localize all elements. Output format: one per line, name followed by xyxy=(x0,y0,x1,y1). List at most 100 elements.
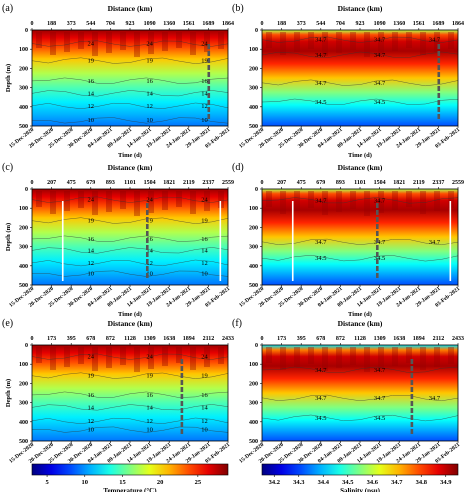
contour-line xyxy=(31,247,229,254)
distance-axis-label: Distance (km) xyxy=(108,163,153,172)
distance-tick-label: 0 xyxy=(31,180,34,186)
contour-label: 34.7 xyxy=(374,239,386,246)
colorbar-tick-label: 25 xyxy=(195,479,202,486)
heatmap-texture xyxy=(294,347,300,367)
heatmap-texture xyxy=(266,32,272,48)
heatmap-texture xyxy=(148,32,154,54)
heatmap-texture xyxy=(218,191,224,208)
distance-tick-label: 893 xyxy=(106,180,115,186)
heatmap-texture xyxy=(448,32,454,49)
distance-tick-label: 373 xyxy=(67,21,76,27)
heatmap-texture xyxy=(190,191,196,214)
contour-label: 34.7 xyxy=(315,52,327,59)
distance-axis-label: Distance (km) xyxy=(108,4,153,13)
distance-tick-label: 395 xyxy=(297,336,306,342)
contour-label: 12 xyxy=(201,103,208,110)
contour-label: 14 xyxy=(146,404,153,411)
heatmap-texture xyxy=(392,32,398,51)
heatmap-texture xyxy=(378,32,384,54)
contour-label: 34.7 xyxy=(315,239,327,246)
contour-label: 16 xyxy=(88,236,95,243)
contour-label: 10 xyxy=(146,426,153,433)
contour-label: 19 xyxy=(146,218,153,225)
depth-tick-label: 300 xyxy=(249,401,258,407)
depth-axis-label: Depth (m) xyxy=(5,64,12,92)
distance-tick-label: 1561 xyxy=(183,21,195,27)
contour-label: 12 xyxy=(146,260,153,267)
contour-label: 10 xyxy=(88,426,95,433)
contour-line xyxy=(31,102,229,110)
distance-tick-label: 2112 xyxy=(433,336,445,342)
contour-label: 34.5 xyxy=(374,255,385,262)
colorbar-label: Salinity (psu) xyxy=(340,487,381,492)
depth-tick-label: 400 xyxy=(249,105,258,111)
heatmap-texture xyxy=(420,347,426,370)
distance-tick-label: 2112 xyxy=(203,336,215,342)
contour-line xyxy=(31,417,229,425)
panel-f: 34.7 34.7 34.7 34.5 34.5 34.7 34.7 (f) Distance … xyxy=(232,318,464,474)
heatmap-field xyxy=(32,189,228,285)
distance-tick-label: 1689 xyxy=(202,21,214,27)
distance-axis-label: Distance (km) xyxy=(108,319,153,328)
time-axis-label: Time (d) xyxy=(348,152,372,159)
colorbar-tick-label: 5 xyxy=(45,479,49,486)
depth-tick-label: 300 xyxy=(249,86,258,92)
distance-tick-label: 1360 xyxy=(393,21,405,27)
contour-label: 24 xyxy=(88,197,95,204)
heatmap-texture xyxy=(350,347,356,365)
depth-tick-label: 200 xyxy=(249,66,258,72)
distance-tick-label: 893 xyxy=(336,180,345,186)
depth-tick-label: 500 xyxy=(249,439,258,445)
contour-label: 12 xyxy=(201,260,208,267)
contour-label: 34.5 xyxy=(315,255,326,262)
distance-tick-label: 2119 xyxy=(413,180,425,186)
distance-tick-label: 1090 xyxy=(374,21,386,27)
contour-label: 12 xyxy=(88,418,95,425)
heatmap-texture xyxy=(190,347,196,370)
panel-b: 34.7 34.7 34.7 34.7 34.7 34.5 34.5 34.7 34.7 (b) D… xyxy=(232,3,464,159)
contour-label: 12 xyxy=(146,103,153,110)
heatmap-texture xyxy=(64,347,70,367)
contour-label: 19 xyxy=(88,218,95,225)
heatmap-texture xyxy=(162,191,168,210)
heatmap-texture xyxy=(280,347,286,370)
contour-label: 14 xyxy=(88,247,95,254)
contour-label: 10 xyxy=(201,270,208,277)
colorbar-tick-label: 20 xyxy=(157,479,164,486)
depth-tick-label: 0 xyxy=(25,187,28,193)
heatmap-texture xyxy=(134,32,140,57)
heatmap-texture xyxy=(336,347,342,368)
heatmap-field xyxy=(262,345,458,441)
heatmap-texture xyxy=(280,32,286,55)
heatmap-texture xyxy=(336,191,342,212)
distance-axis-label: Distance (km) xyxy=(338,4,383,13)
depth-tick-label: 100 xyxy=(19,47,28,53)
depth-tick-label: 400 xyxy=(249,420,258,426)
distance-tick-label: 207 xyxy=(47,180,56,186)
salinity-colorbar: 34.2 34.3 34.4 34.5 34.6 34.7 34.8 34.9 Salinity… xyxy=(261,463,459,492)
time-axis-label: Time (d) xyxy=(118,311,142,318)
depth-tick-label: 500 xyxy=(249,283,258,289)
heatmap-texture xyxy=(134,191,140,216)
heatmap-texture xyxy=(50,32,56,55)
contour-line xyxy=(31,353,229,360)
contour-line xyxy=(31,117,229,124)
heatmap-texture xyxy=(36,191,42,207)
heatmap-texture xyxy=(448,347,454,364)
depth-tick-label: 0 xyxy=(25,28,28,34)
contour-line xyxy=(31,57,229,64)
heatmap-texture xyxy=(364,32,370,57)
heatmap-texture xyxy=(406,191,412,207)
contour-label: 14 xyxy=(88,404,95,411)
contour-label: 34.7 xyxy=(315,80,327,87)
heatmap-texture xyxy=(266,191,272,207)
contour-label: 34.7 xyxy=(315,37,327,44)
heatmap-texture xyxy=(204,347,210,367)
contour-label: 19 xyxy=(146,58,153,65)
heatmap-texture xyxy=(78,32,84,49)
distance-tick-label: 1638 xyxy=(163,336,175,342)
distance-tick-label: 1821 xyxy=(393,180,405,186)
distance-tick-label: 0 xyxy=(261,21,264,27)
contour-line xyxy=(31,217,229,224)
contour-label: 12 xyxy=(88,260,95,267)
